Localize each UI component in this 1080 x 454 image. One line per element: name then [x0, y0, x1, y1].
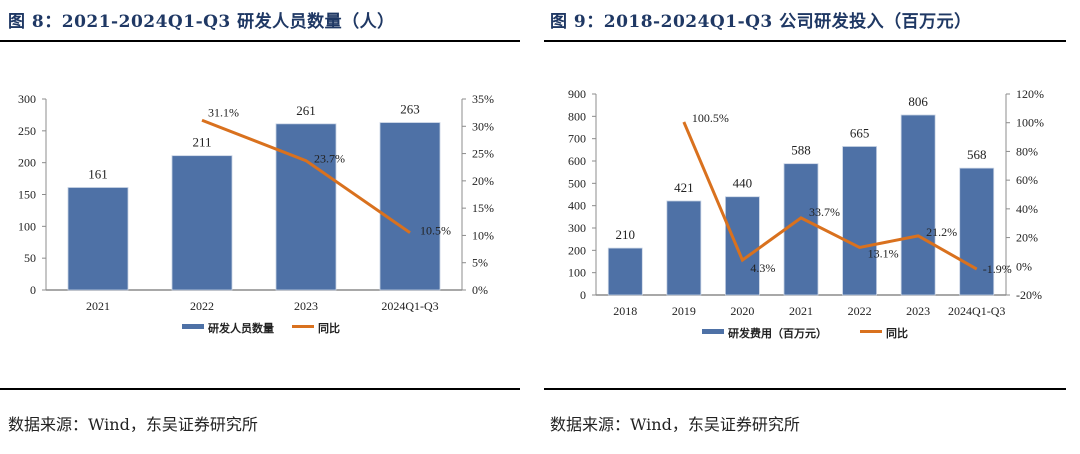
left-axis-tick-label: 900 — [568, 87, 586, 101]
bar-2022 — [171, 155, 233, 291]
legend-label-bar: 研发费用（百万元） — [728, 326, 827, 340]
right-axis-tick-label: 120% — [1016, 87, 1044, 101]
left-axis-tick-label: 300 — [18, 92, 36, 106]
legend-swatch-line — [292, 325, 314, 328]
x-axis-tick-label: 2022 — [848, 304, 872, 318]
bar-value-label: 263 — [400, 102, 420, 117]
x-axis-tick-label: 2023 — [906, 304, 930, 318]
bar-value-label: 806 — [908, 94, 928, 109]
yoy-value-label: 13.1% — [868, 246, 899, 260]
right-axis-tick-label: 60% — [1016, 173, 1038, 187]
left-axis-tick-label: 200 — [18, 156, 36, 170]
bar-2019 — [666, 200, 702, 296]
bar-value-label: 210 — [616, 227, 636, 242]
right-axis-tick-label: 0% — [472, 283, 488, 297]
figure-8-source: 数据来源：Wind，东吴证券研究所 — [8, 415, 258, 434]
bar-2023 — [275, 123, 337, 291]
yoy-value-label: -1.9% — [983, 262, 1012, 276]
left-axis-tick-label: 150 — [18, 188, 36, 202]
figure-9-source: 数据来源：Wind，东吴证券研究所 — [550, 415, 800, 434]
bar-2024Q1-Q3 — [959, 167, 995, 296]
yoy-value-label: 10.5% — [420, 224, 451, 238]
yoy-value-label: 21.2% — [926, 225, 957, 239]
legend-swatch-bar — [702, 329, 724, 334]
right-axis-tick-label: 30% — [472, 119, 494, 133]
right-axis-tick-label: 20% — [472, 174, 494, 188]
legend-label-line: 同比 — [886, 326, 908, 340]
bar-2020 — [725, 196, 760, 296]
left-axis-tick-label: 700 — [568, 132, 586, 146]
yoy-value-label: 23.7% — [314, 152, 345, 166]
bar-value-label: 161 — [88, 166, 108, 181]
x-axis-tick-label: 2020 — [730, 304, 754, 318]
right-axis-tick-label: 10% — [472, 228, 494, 242]
figure-8-top-rule — [0, 40, 520, 42]
figure-8-bottom-rule — [0, 388, 520, 390]
bar-2021 — [67, 187, 129, 291]
bar-2024Q1-Q3 — [379, 122, 441, 291]
left-axis-tick-label: 0 — [580, 288, 586, 302]
figure-8-panel: 图 8：2021-2024Q1-Q3 研发人员数量（人） 0 50 100 150 20… — [0, 0, 530, 454]
legend-swatch-line — [860, 330, 882, 333]
x-axis-tick-label: 2022 — [190, 299, 214, 313]
x-axis-tick-label: 2021 — [86, 299, 110, 313]
left-axis-tick-label: 200 — [568, 243, 586, 257]
bar-value-label: 211 — [192, 135, 211, 150]
bar-value-label: 440 — [733, 176, 753, 191]
right-axis-tick-label: -20% — [1016, 288, 1042, 302]
x-axis-tick-label: 2024Q1-Q3 — [381, 299, 438, 313]
x-axis-tick-label: 2018 — [613, 304, 637, 318]
yoy-value-label: 100.5% — [692, 111, 729, 125]
figure-8-chart: 0 50 100 150 200 250 300 0% 5% 10% 15% 20% 25% 30% 35%… — [18, 92, 494, 335]
right-axis-tick-label: 15% — [472, 201, 494, 215]
left-axis-tick-label: 100 — [18, 219, 36, 233]
figure-9-chart: 0 100 200 300 400 500 600 700 800 900 -20% 0% 20% 40%… — [568, 87, 1044, 340]
figure-9-title: 图 9：2018-2024Q1-Q3 公司研发投入（百万元） — [550, 12, 972, 32]
yoy-value-label: 4.3% — [750, 261, 775, 275]
yoy-growth-line — [682, 121, 978, 271]
figure-9-bottom-rule — [544, 388, 1066, 390]
bar-value-label: 588 — [791, 143, 811, 158]
x-axis-tick-label: 2023 — [294, 299, 318, 313]
figure-9-top-rule — [544, 40, 1066, 42]
left-axis-tick-label: 500 — [568, 176, 586, 190]
left-axis-tick-label: 600 — [568, 154, 586, 168]
right-axis-tick-label: 35% — [472, 92, 494, 106]
legend-label-bar: 研发人员数量 — [208, 321, 274, 335]
left-axis-tick-label: 300 — [568, 221, 586, 235]
left-axis-tick-label: 50 — [24, 251, 36, 265]
right-axis-tick-label: 20% — [1016, 231, 1038, 245]
right-axis-tick-label: 40% — [1016, 202, 1038, 216]
right-axis-tick-label: 0% — [1016, 259, 1032, 273]
right-axis-tick-label: 100% — [1016, 116, 1044, 130]
x-axis-tick-label: 2021 — [789, 304, 813, 318]
bar-value-label: 261 — [296, 103, 316, 118]
left-axis-tick-label: 100 — [568, 266, 586, 280]
yoy-value-label: 31.1% — [208, 105, 239, 119]
bar-2021 — [783, 163, 819, 296]
right-axis-tick-label: 5% — [472, 256, 488, 270]
legend-label-line: 同比 — [318, 321, 340, 335]
left-axis-tick-label: 0 — [30, 283, 36, 297]
left-axis-tick-label: 250 — [18, 124, 36, 138]
bar-value-label: 665 — [850, 125, 870, 140]
bar-value-label: 568 — [967, 147, 987, 162]
left-axis-tick-label: 800 — [568, 109, 586, 123]
yoy-value-label: 33.7% — [809, 205, 840, 219]
left-axis-tick-label: 400 — [568, 199, 586, 213]
bar-2022 — [842, 146, 877, 296]
right-axis-tick-label: 80% — [1016, 144, 1038, 158]
x-axis-tick-label: 2019 — [672, 304, 696, 318]
legend-swatch-bar — [182, 324, 204, 329]
bar-2023 — [900, 114, 936, 296]
bar-value-label: 421 — [674, 180, 694, 195]
figure-9-panel: 图 9：2018-2024Q1-Q3 公司研发投入（百万元） 0 100 200 30… — [542, 0, 1080, 454]
bar-2018 — [607, 247, 643, 296]
right-axis-tick-label: 25% — [472, 147, 494, 161]
x-axis-tick-label: 2024Q1-Q3 — [948, 304, 1005, 318]
figure-8-title: 图 8：2021-2024Q1-Q3 研发人员数量（人） — [8, 12, 395, 32]
